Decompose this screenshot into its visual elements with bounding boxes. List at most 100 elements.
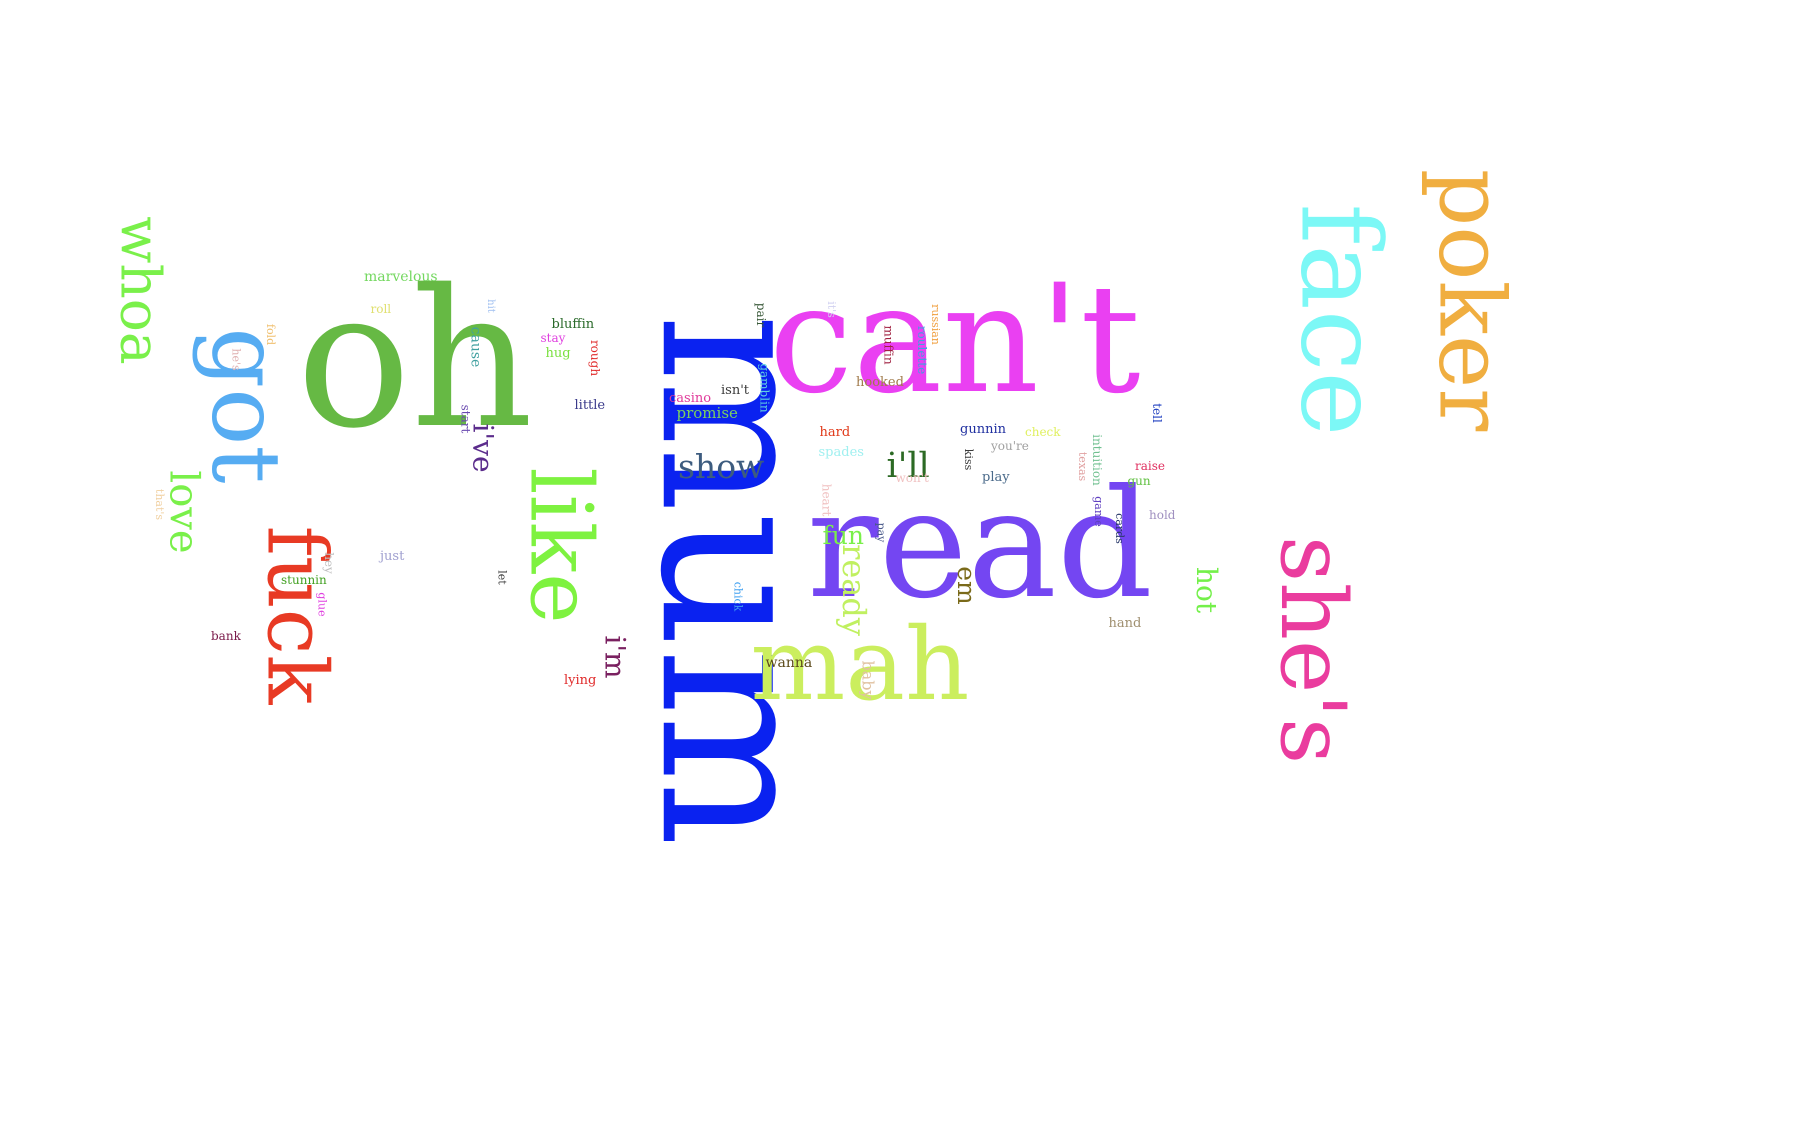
word-text: mah xyxy=(750,606,970,723)
word-cloud-word: glue xyxy=(310,592,334,616)
word-text: marvelous xyxy=(364,269,438,285)
word-text: face xyxy=(1276,203,1404,437)
word-cloud-word: i've xyxy=(458,423,507,472)
word-cloud-word: he's xyxy=(225,348,247,370)
word-text: bank xyxy=(211,629,241,643)
word-cloud-word: it's xyxy=(823,300,840,318)
word-cloud-word: roulette xyxy=(898,326,946,374)
word-cloud-word: hot xyxy=(1183,567,1229,613)
word-cloud-word: kiss xyxy=(958,448,979,470)
word-text: glue xyxy=(315,591,329,617)
word-text: i'll xyxy=(886,445,930,486)
word-text: won't xyxy=(895,471,929,485)
word-text: that's xyxy=(152,488,166,520)
word-text: fun xyxy=(822,520,864,550)
word-cloud-word: hey xyxy=(318,552,340,574)
word-cloud-word: little xyxy=(575,396,606,412)
word-cloud-word: hug xyxy=(546,344,571,360)
word-cloud-word: pair xyxy=(749,303,773,327)
word-cloud-word: can't xyxy=(769,265,1141,415)
word-cloud-word: isn't xyxy=(721,381,749,397)
word-text: you're xyxy=(991,439,1029,453)
word-cloud-word: gunnin xyxy=(960,420,1006,436)
word-text: oh xyxy=(296,249,534,470)
word-text: heart xyxy=(818,483,833,517)
word-cloud-word: cause xyxy=(455,327,496,368)
word-text: gun xyxy=(1127,474,1151,488)
word-text: play xyxy=(982,469,1010,485)
word-text: it's xyxy=(824,300,838,318)
word-text: she's xyxy=(1260,535,1366,765)
word-cloud-word: heart xyxy=(810,484,843,517)
word-text: gamblin xyxy=(757,363,772,413)
word-cloud-word: read xyxy=(807,470,1153,620)
word-text: lying xyxy=(564,672,597,688)
word-text: start xyxy=(457,404,472,434)
word-text: check xyxy=(1025,425,1061,439)
word-text: can't xyxy=(769,253,1141,427)
word-cloud-word: face xyxy=(1224,204,1457,437)
word-cloud-word: hand xyxy=(1109,614,1142,630)
word-text: hit xyxy=(484,299,496,313)
word-cloud-word: fun xyxy=(823,523,864,548)
word-cloud-word: chick xyxy=(723,581,753,611)
word-text: promise xyxy=(676,403,738,422)
word-text: like xyxy=(510,466,610,624)
word-text: kiss xyxy=(961,448,975,470)
word-cloud-word: let xyxy=(495,568,509,584)
word-text: let xyxy=(495,569,509,585)
word-text: roll xyxy=(370,302,392,316)
word-text: hug xyxy=(545,345,571,361)
word-cloud-word: casino xyxy=(669,389,711,405)
word-text: stay xyxy=(540,331,566,345)
word-cloud-word: spades xyxy=(819,443,864,459)
word-cloud-word: mah xyxy=(751,615,970,715)
word-text: russian xyxy=(928,303,942,345)
word-text: cause xyxy=(466,326,483,368)
word-text: pay xyxy=(874,522,888,542)
word-text: fold xyxy=(263,323,277,345)
word-text: gunnin xyxy=(960,421,1006,437)
word-cloud-word: hold xyxy=(1149,506,1175,522)
word-text: texas xyxy=(1075,451,1089,481)
word-text: he's xyxy=(229,347,243,371)
word-cloud-word: roll xyxy=(371,300,392,316)
word-text: stunnin xyxy=(281,573,327,587)
word-cloud-word: stunnin xyxy=(281,571,327,587)
word-cloud-word: oh xyxy=(297,265,534,455)
word-cloud-word: fold xyxy=(260,323,281,345)
word-cloud-word: just xyxy=(380,547,404,563)
word-cloud-word: ready xyxy=(808,544,900,636)
word-cloud-word: promise xyxy=(677,405,738,421)
word-cloud-word: won't xyxy=(896,469,929,485)
word-text: game xyxy=(1091,495,1105,527)
word-cloud-word: check xyxy=(1025,423,1061,439)
word-cloud-word: she's xyxy=(1198,536,1426,764)
word-cloud-word: marvelous xyxy=(364,268,438,284)
word-text: cards xyxy=(1112,512,1126,544)
word-cloud-word: game xyxy=(1083,496,1114,527)
word-cloud-word: start xyxy=(451,405,480,434)
word-cloud-word: i'm xyxy=(593,635,636,678)
word-cloud-word: hit xyxy=(483,295,497,313)
word-cloud-word: pay xyxy=(871,522,891,542)
word-cloud-word: whoa xyxy=(66,216,214,364)
word-text: isn't xyxy=(721,382,749,398)
word-cloud-word: hooked xyxy=(856,373,904,389)
word-text: pair xyxy=(754,302,769,328)
word-text: show xyxy=(678,446,765,486)
word-cloud-word: gamblin xyxy=(740,363,789,412)
word-text: casino xyxy=(669,390,712,406)
word-text: i'm xyxy=(598,635,632,679)
word-text: em xyxy=(951,565,981,605)
word-cloud-word: i'll xyxy=(886,445,930,486)
word-text: hooked xyxy=(856,374,904,390)
word-text: just xyxy=(380,548,405,564)
word-cloud-word: got xyxy=(167,327,323,483)
word-text: tell xyxy=(1149,403,1164,423)
word-text: hand xyxy=(1108,615,1142,631)
word-cloud-word: rough xyxy=(577,340,613,376)
word-text: raise xyxy=(1135,459,1165,473)
word-text: baby xyxy=(858,660,878,700)
word-text: wanna xyxy=(765,655,813,671)
